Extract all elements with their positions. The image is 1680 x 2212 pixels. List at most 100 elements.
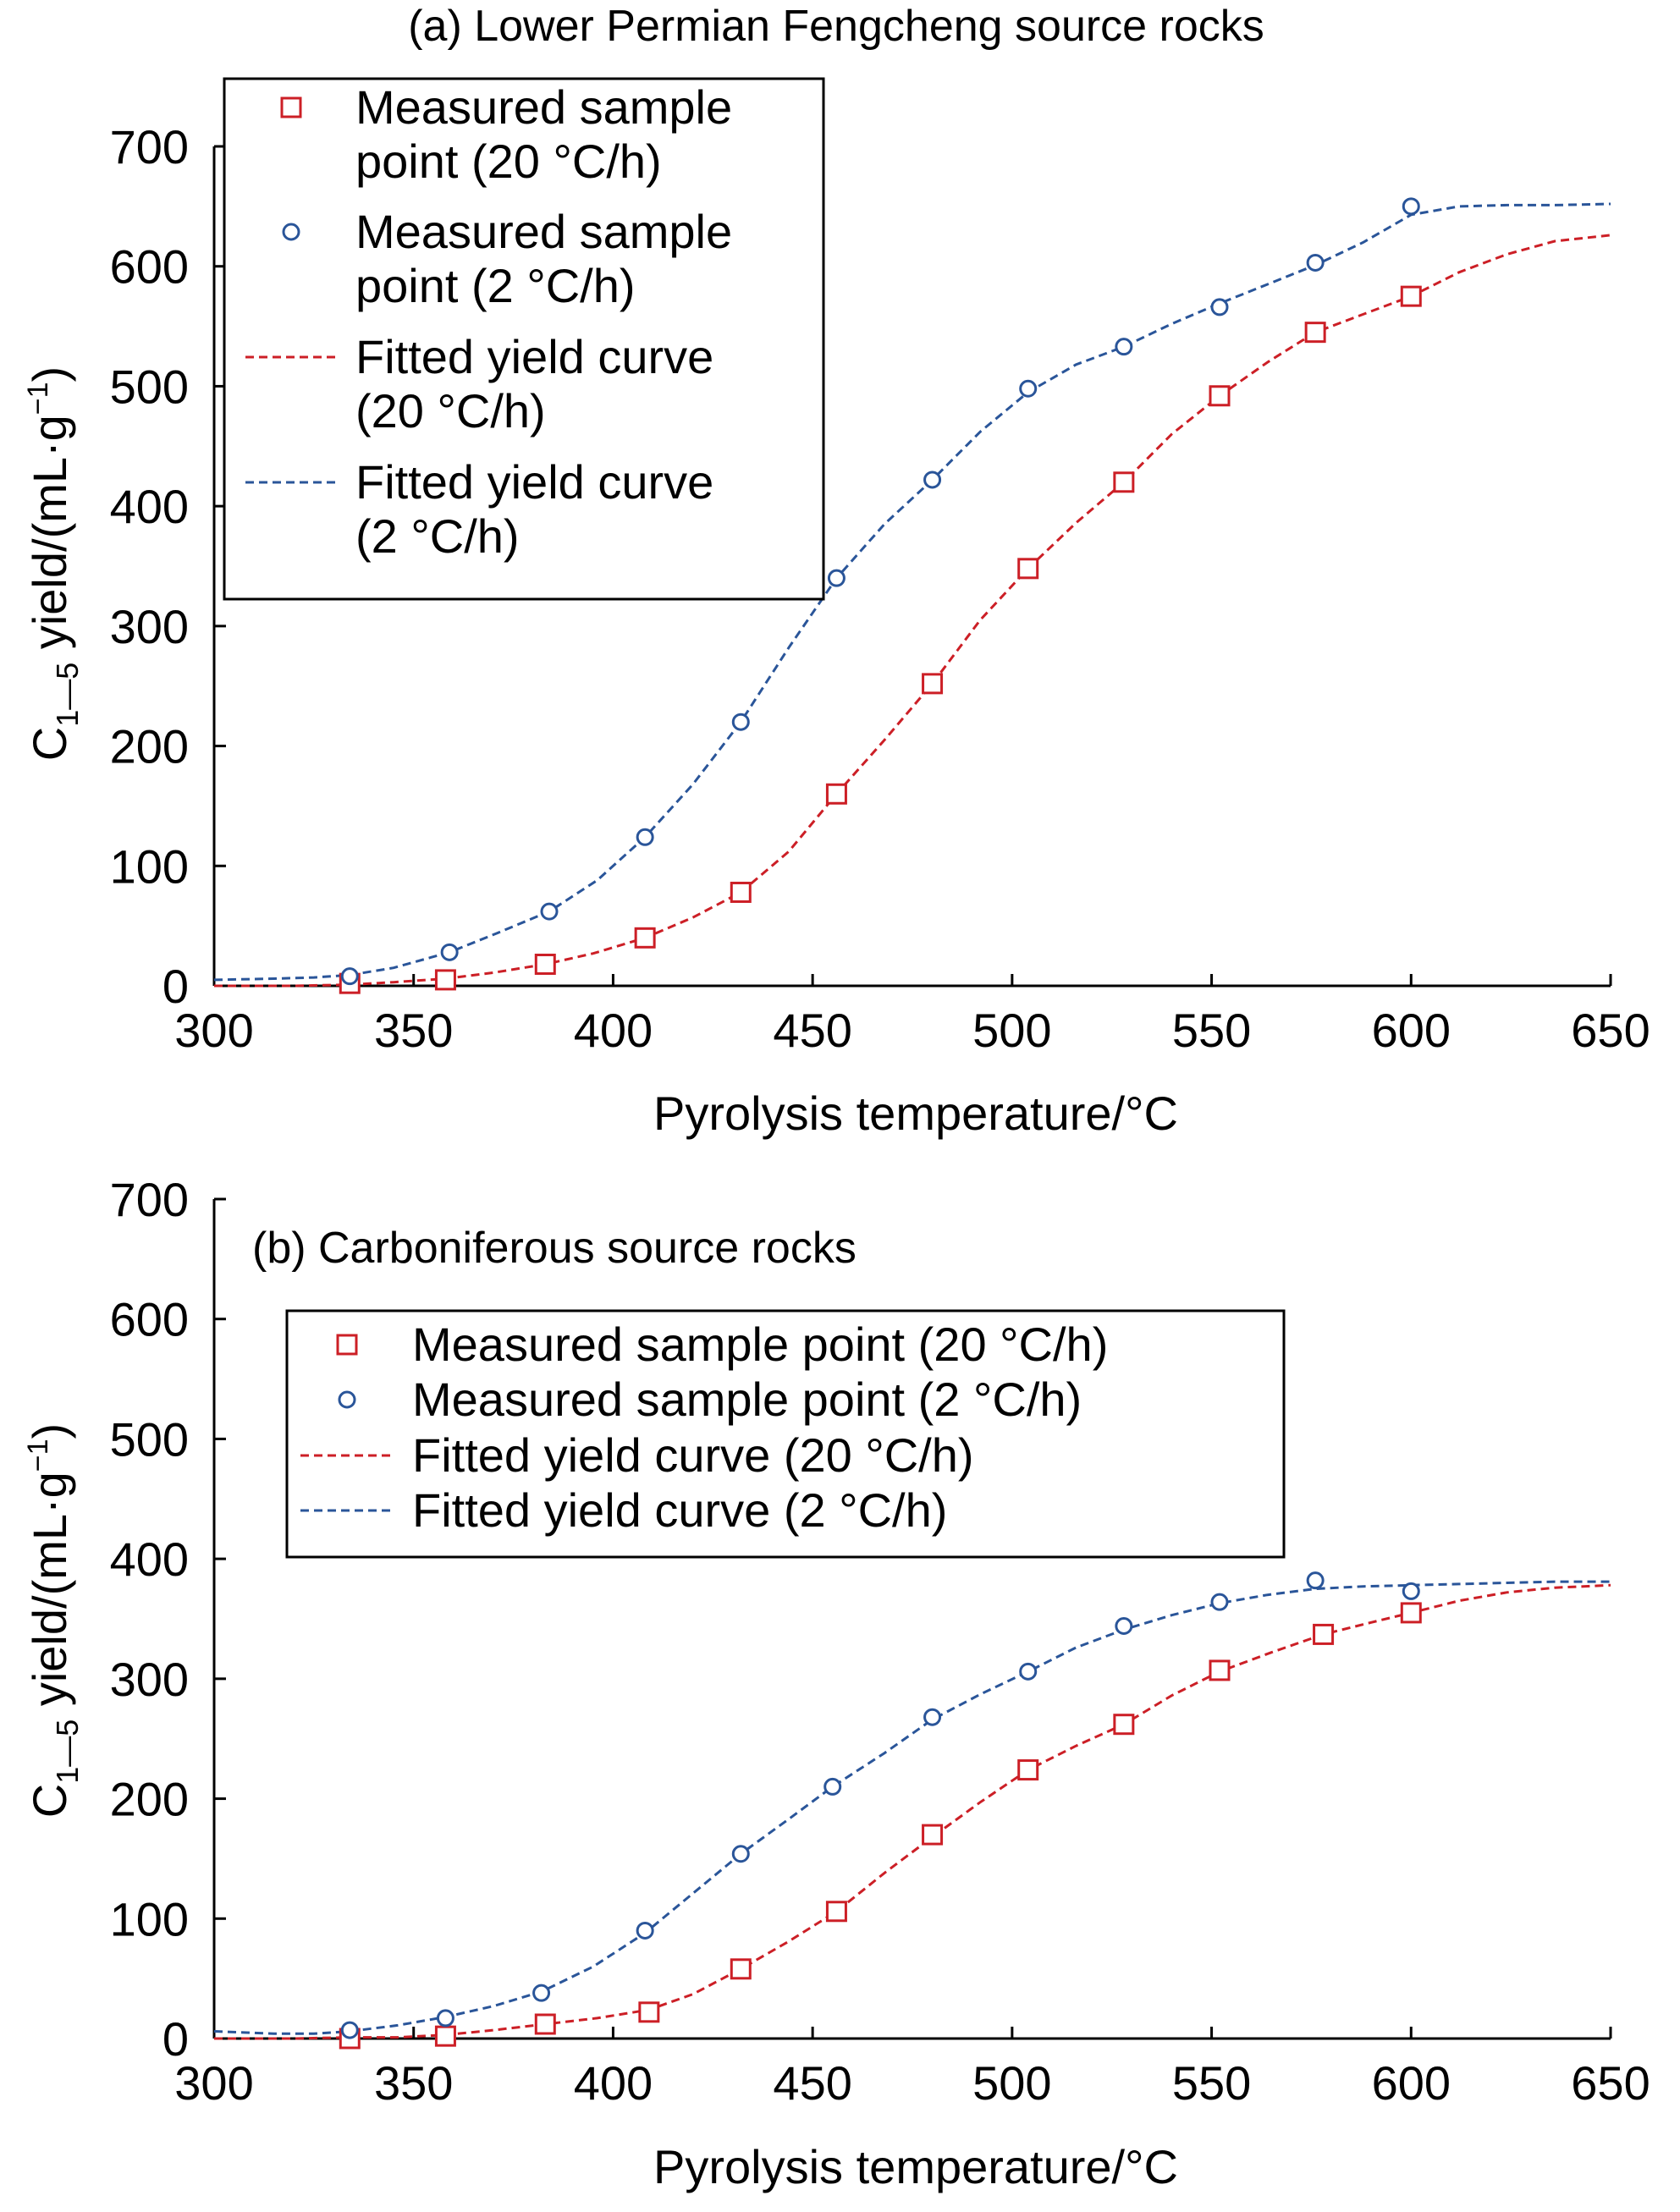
plot-area: 300 350 400 450 500 550 600 650 0 100 200 300 400 500… — [110, 120, 1650, 1057]
data-point-circle — [340, 967, 359, 986]
plot-area: 300 350 400 450 500 550 600 650 0 100 200 300 400 500… — [110, 1173, 1650, 2110]
y-tick-label: 700 — [110, 1173, 189, 1226]
fitted-curve-2 — [213, 202, 1611, 982]
x-tick-label: 400 — [574, 2056, 653, 2110]
fitted-curve-20 — [214, 234, 1611, 988]
x-tick-label: 600 — [1372, 1004, 1451, 1057]
x-tick-label: 550 — [1172, 2056, 1251, 2110]
data-point-square — [1017, 1759, 1039, 1781]
x-axis-label: Pyrolysis temperature/°C — [653, 1087, 1178, 1140]
data-point-circle — [636, 1921, 654, 1940]
data-point-circle — [1402, 1582, 1420, 1600]
data-point-circle — [1210, 1593, 1229, 1611]
x-tick-label: 450 — [773, 2056, 851, 2110]
y-tick-label: 400 — [110, 1532, 189, 1586]
y-tick-label: 600 — [110, 1293, 189, 1346]
chart-title: (b) Carboniferous source rocks — [252, 1224, 857, 1273]
legend-box — [285, 1309, 1286, 1559]
chart-panel-a: (a) Lower Permian Fengcheng source rocks… — [22, 2, 1650, 1140]
data-point-square — [922, 673, 944, 695]
data-point-circle — [923, 1708, 942, 1726]
y-tick-label: 100 — [110, 839, 189, 893]
data-point-circle — [1115, 1617, 1133, 1636]
data-point-square — [1113, 471, 1135, 493]
x-tick-label: 500 — [972, 1004, 1051, 1057]
data-point-circle — [540, 902, 559, 921]
legend-marker-circle — [338, 1390, 356, 1409]
legend: Measured sample point (20 °C/h)Measured … — [285, 1309, 1286, 1559]
y-axis-label-close: ) — [23, 366, 76, 382]
data-point-square — [1304, 322, 1326, 344]
y-axis-label-close: ) — [23, 1423, 76, 1439]
data-point-square — [1400, 1602, 1422, 1624]
data-point-square — [638, 2001, 660, 2023]
y-tick-label: 100 — [110, 1892, 189, 1945]
y-tick-label: 500 — [110, 1412, 189, 1466]
legend-entry-label: Fitted yield curve (2 °C/h) — [412, 1483, 947, 1537]
data-point-square — [1400, 285, 1422, 307]
y-axis-label-main: C — [23, 1784, 76, 1818]
data-point-square — [922, 1824, 944, 1846]
data-point-square — [434, 2025, 456, 2047]
x-tick-label: 300 — [174, 1004, 253, 1057]
y-axis-label-superscript: −1 — [22, 382, 54, 415]
data-point-circle — [731, 1845, 750, 1863]
data-point-square — [825, 1901, 847, 1923]
x-tick-label: 350 — [374, 1004, 453, 1057]
x-tick-label: 350 — [374, 2056, 453, 2110]
data-point-circle — [1019, 1662, 1038, 1681]
data-point-circle — [1306, 253, 1325, 272]
fitted-curve-20 — [214, 1583, 1611, 2040]
x-tick-label: 650 — [1571, 2056, 1650, 2110]
data-point-circle — [636, 828, 654, 846]
data-point-circle — [827, 569, 846, 587]
y-tick-label: 300 — [110, 1653, 189, 1706]
fitted-curve-2 — [213, 1580, 1611, 2035]
chart-title: (a) Lower Permian Fengcheng source rocks — [408, 2, 1264, 51]
legend-entry-label: point (20 °C/h) — [355, 135, 662, 188]
legend-entry-label: Measured sample — [355, 205, 732, 258]
data-point-square — [730, 1958, 752, 1980]
data-point-circle — [923, 470, 942, 489]
y-tick-label: 200 — [110, 720, 189, 773]
data-point-square — [534, 2013, 556, 2035]
x-tick-label: 600 — [1372, 2056, 1451, 2110]
y-tick-label: 0 — [162, 960, 189, 1013]
y-tick-label: 700 — [110, 120, 189, 173]
legend-entry-label: (20 °C/h) — [355, 384, 546, 437]
x-tick-label: 400 — [574, 1004, 653, 1057]
data-point-square — [825, 783, 847, 805]
legend-entry-label: Measured sample point (2 °C/h) — [412, 1373, 1082, 1426]
y-axis-label-superscript: −1 — [22, 1439, 54, 1472]
data-point-circle — [1306, 1571, 1325, 1590]
y-axis-label: C1—5 yield/(mL·g−1) — [22, 366, 85, 761]
legend-entry-label: Measured sample point (20 °C/h) — [412, 1318, 1108, 1371]
data-point-square — [634, 927, 656, 949]
y-axis-label-subscript: 1—5 — [50, 663, 85, 727]
x-tick-label: 650 — [1571, 1004, 1650, 1057]
legend-entry-label: point (2 °C/h) — [355, 259, 636, 312]
legend-entry-label: Fitted yield curve (20 °C/h) — [412, 1428, 974, 1482]
y-axis-label-text: yield/(mL·g — [23, 415, 76, 663]
x-tick-label: 300 — [174, 2056, 253, 2110]
data-point-square — [534, 953, 556, 975]
y-tick-label: 500 — [110, 360, 189, 413]
chart-panel-b: (b) Carboniferous source rocks 300 350 400… — [22, 1173, 1650, 2193]
data-point-circle — [1402, 197, 1420, 216]
legend-marker-square — [280, 96, 302, 118]
data-point-square — [1113, 1714, 1135, 1736]
y-axis-label-text: yield/(mL·g — [23, 1472, 76, 1720]
data-point-circle — [440, 943, 459, 961]
x-tick-label: 550 — [1172, 1004, 1251, 1057]
x-axis-label: Pyrolysis temperature/°C — [653, 2140, 1178, 2193]
legend-entry-label: (2 °C/h) — [355, 509, 520, 563]
x-tick-label: 500 — [972, 2056, 1051, 2110]
y-tick-label: 400 — [110, 480, 189, 533]
y-axis-label: C1—5 yield/(mL·g−1) — [22, 1423, 85, 1818]
data-point-square — [434, 969, 456, 991]
data-point-circle — [1210, 298, 1229, 316]
legend-entry-label: Fitted yield curve — [355, 330, 713, 383]
data-point-circle — [731, 713, 750, 731]
data-point-square — [1313, 1623, 1335, 1645]
y-tick-label: 600 — [110, 240, 189, 294]
